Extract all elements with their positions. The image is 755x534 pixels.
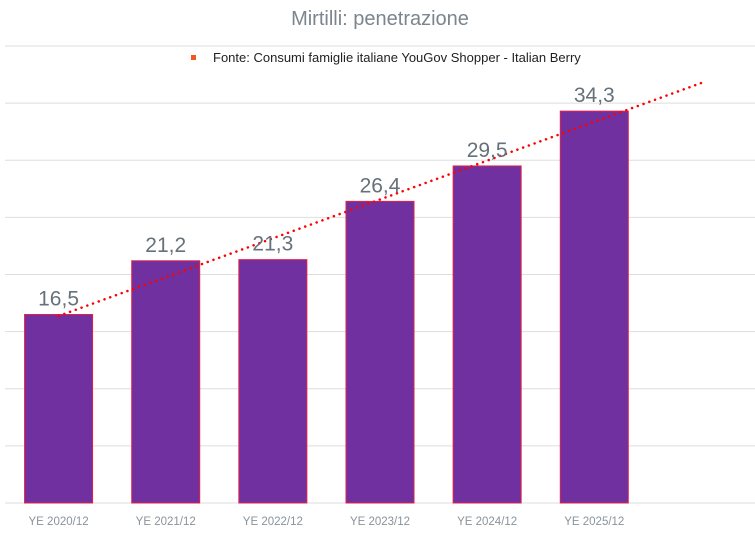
bar — [24, 313, 94, 504]
bar — [131, 260, 201, 504]
data-label: 29,5 — [467, 139, 508, 162]
chart-title: Mirtilli: penetrazione — [291, 8, 469, 30]
bar — [238, 259, 308, 504]
data-label: 16,5 — [38, 287, 79, 310]
x-tick-label: YE 2020/12 — [29, 516, 89, 528]
x-tick-label: YE 2025/12 — [564, 516, 624, 528]
legend-marker — [191, 55, 196, 60]
data-label: 34,3 — [574, 84, 615, 107]
data-label: 26,4 — [360, 174, 401, 197]
trendline — [57, 81, 703, 318]
x-tick-label: YE 2022/12 — [243, 516, 303, 528]
bar — [452, 165, 522, 504]
data-label: 21,2 — [145, 234, 186, 257]
x-tick-label: YE 2024/12 — [457, 516, 517, 528]
bar — [345, 200, 415, 504]
x-tick-label: YE 2023/12 — [350, 516, 410, 528]
legend-label: Fonte: Consumi famiglie italiane YouGov … — [213, 50, 581, 65]
legend: Fonte: Consumi famiglie italiane YouGov … — [191, 50, 581, 65]
x-tick-label: YE 2021/12 — [136, 516, 196, 528]
bar — [559, 110, 629, 504]
data-label: 21,3 — [252, 233, 293, 256]
